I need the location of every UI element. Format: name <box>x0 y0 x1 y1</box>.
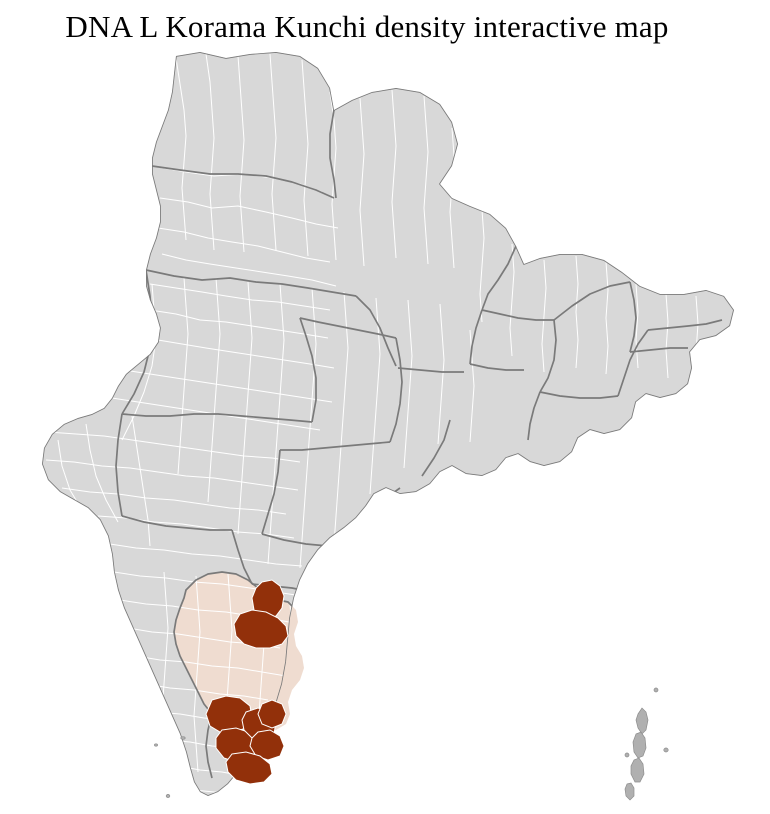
district-high-north-b[interactable] <box>233 609 289 649</box>
india-mainland-fill <box>42 52 734 796</box>
little-andaman <box>624 782 635 801</box>
district-high-south-f[interactable] <box>225 751 273 785</box>
map-layer-base <box>42 52 734 814</box>
district-high-south-d[interactable] <box>257 699 287 729</box>
page-title: DNA L Korama Kunchi density interactive … <box>65 9 669 44</box>
island-dot <box>180 736 186 740</box>
south-andaman <box>630 757 645 783</box>
north-andaman <box>635 707 649 735</box>
island-dot <box>663 747 669 753</box>
india-choropleth-map[interactable] <box>0 48 770 814</box>
highlight-high-density[interactable] <box>205 579 289 785</box>
country-landmass <box>42 52 734 796</box>
middle-andaman <box>632 731 647 759</box>
andaman-nicobar-islands[interactable] <box>624 687 669 814</box>
island-dot <box>624 752 630 758</box>
island-dot <box>653 687 659 693</box>
lakshadweep-islands[interactable] <box>154 736 186 798</box>
island-dot <box>165 794 171 798</box>
island-dot <box>154 743 158 747</box>
district-high-south-e[interactable] <box>249 729 285 761</box>
